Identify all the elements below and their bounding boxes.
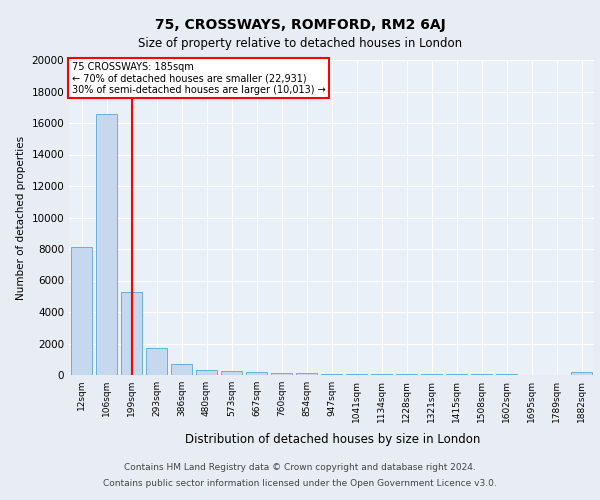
Bar	[121, 292, 142, 375]
Bar	[221, 370, 242, 375]
Bar	[296, 374, 317, 375]
Bar	[171, 364, 192, 375]
Text: Size of property relative to detached houses in London: Size of property relative to detached ho…	[138, 38, 462, 51]
Bar	[271, 373, 292, 375]
Bar	[396, 374, 417, 375]
Bar	[446, 374, 467, 375]
Bar	[471, 374, 492, 375]
Bar	[496, 374, 517, 375]
Bar	[421, 374, 442, 375]
Bar	[346, 374, 367, 375]
Text: Contains public sector information licensed under the Open Government Licence v3: Contains public sector information licen…	[103, 478, 497, 488]
Bar	[96, 114, 117, 375]
Y-axis label: Number of detached properties: Number of detached properties	[16, 136, 26, 300]
Text: 75, CROSSWAYS, ROMFORD, RM2 6AJ: 75, CROSSWAYS, ROMFORD, RM2 6AJ	[155, 18, 445, 32]
Text: 75 CROSSWAYS: 185sqm
← 70% of detached houses are smaller (22,931)
30% of semi-d: 75 CROSSWAYS: 185sqm ← 70% of detached h…	[71, 62, 325, 95]
Bar	[71, 248, 92, 375]
Bar	[146, 348, 167, 375]
Bar	[196, 370, 217, 375]
Text: Distribution of detached houses by size in London: Distribution of detached houses by size …	[185, 432, 481, 446]
Bar	[246, 372, 267, 375]
Bar	[321, 374, 342, 375]
Bar	[371, 374, 392, 375]
Bar	[571, 372, 592, 375]
Text: Contains HM Land Registry data © Crown copyright and database right 2024.: Contains HM Land Registry data © Crown c…	[124, 464, 476, 472]
